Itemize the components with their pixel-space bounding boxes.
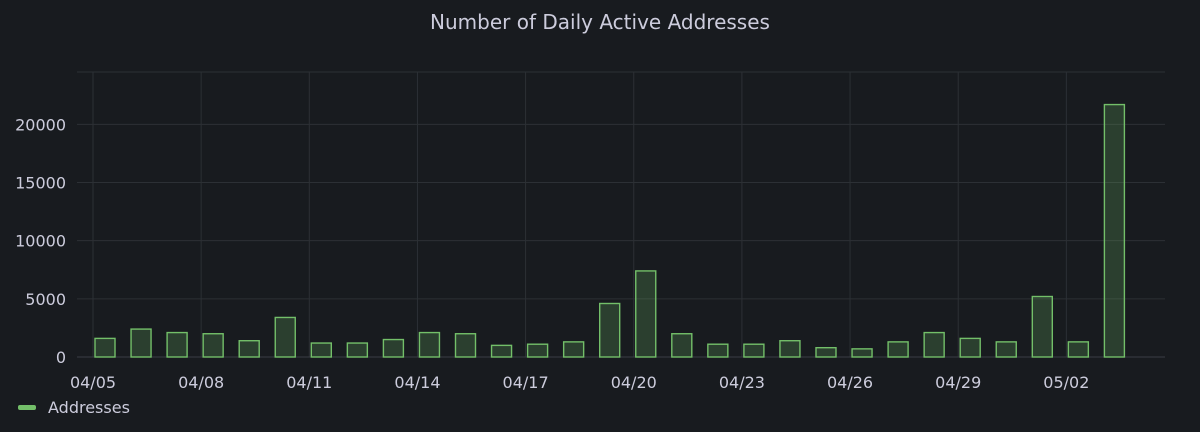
bar: [671, 333, 693, 358]
bar: [166, 331, 188, 358]
bar: [490, 344, 513, 358]
bar: [454, 333, 477, 358]
y-tick-label: 20000: [15, 115, 66, 134]
bar: [1031, 295, 1054, 358]
bar: [707, 343, 729, 358]
bar: [635, 270, 657, 358]
bar: [202, 333, 224, 358]
bar: [526, 343, 549, 358]
x-tick-label: 04/29: [935, 373, 981, 392]
y-tick-label: 10000: [15, 232, 66, 251]
bar: [274, 316, 296, 358]
bar: [815, 346, 837, 358]
x-tick-label: 05/02: [1043, 373, 1089, 392]
bar: [382, 338, 405, 358]
bar: [995, 341, 1017, 358]
bar: [130, 328, 152, 358]
bar: [779, 340, 801, 358]
bar: [599, 302, 621, 358]
legend-swatch: [18, 405, 36, 410]
x-tick-label: 04/17: [503, 373, 549, 392]
x-tick-label: 04/26: [827, 373, 873, 392]
x-tick-label: 04/23: [719, 373, 765, 392]
x-tick-label: 04/05: [70, 373, 116, 392]
x-tick-label: 04/20: [611, 373, 657, 392]
bar: [94, 337, 116, 358]
bar: [923, 331, 945, 358]
bar: [346, 342, 369, 358]
x-tick-label: 04/08: [178, 373, 224, 392]
chart-title: Number of Daily Active Addresses: [430, 10, 770, 34]
legend-label: Addresses: [48, 398, 130, 417]
y-tick-label: 5000: [25, 290, 66, 309]
bar: [238, 340, 260, 358]
bar: [418, 331, 441, 358]
bar: [887, 341, 909, 358]
bar: [310, 342, 332, 358]
y-tick-label: 15000: [15, 174, 66, 193]
x-tick-label: 04/14: [394, 373, 440, 392]
bar: [851, 348, 873, 358]
x-tick-label: 04/11: [286, 373, 332, 392]
bar: [959, 337, 981, 358]
y-tick-label: 0: [56, 348, 66, 367]
bar: [743, 343, 765, 358]
bar: [1103, 103, 1126, 358]
bar: [562, 341, 585, 358]
legend[interactable]: Addresses: [18, 398, 130, 417]
bar: [1067, 341, 1090, 358]
